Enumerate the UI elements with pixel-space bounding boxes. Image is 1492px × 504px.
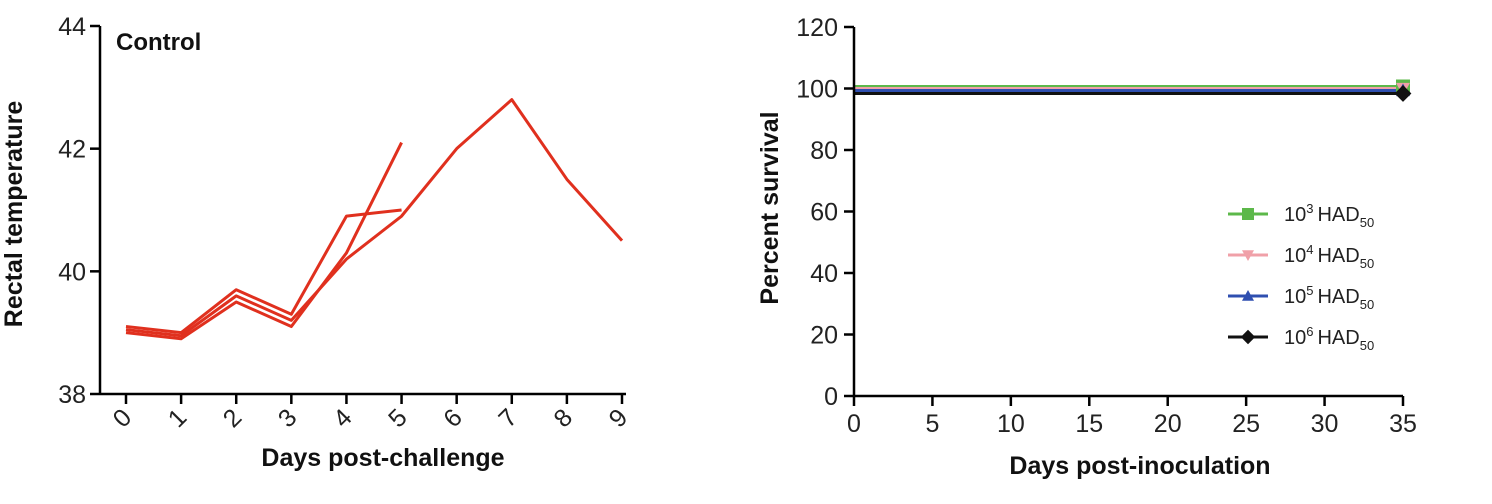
legend-item: 105 HAD50 xyxy=(1228,283,1374,312)
temperature-series-line xyxy=(125,141,403,341)
series-marker xyxy=(1242,250,1254,261)
legend-item: 103 HAD50 xyxy=(1228,201,1374,230)
x-tick-label: 8 xyxy=(548,404,578,434)
x-tick-label: 3 xyxy=(273,404,303,434)
y-tick-label: 38 xyxy=(58,381,86,409)
x-tick-label: 6 xyxy=(438,404,468,434)
series-marker xyxy=(1240,329,1256,345)
legend-item: 106 HAD50 xyxy=(1228,324,1374,353)
x-tick-label: 7 xyxy=(493,404,523,434)
y-tick-label: 44 xyxy=(58,13,86,41)
x-axis-ticks: 0 5 10 15 20 25 30 35 xyxy=(847,396,1417,438)
series-marker xyxy=(1242,208,1254,220)
x-tick-label: 20 xyxy=(1154,410,1182,438)
temperature-series-line xyxy=(125,208,402,335)
x-tick-label: 4 xyxy=(328,403,358,433)
x-tick-label: 25 xyxy=(1232,410,1260,438)
chart-title: Control xyxy=(116,29,201,56)
series-marker xyxy=(1394,85,1412,102)
series-marker xyxy=(1242,290,1254,301)
survival-chart: Percent survival Days post-inoculation 0… xyxy=(756,14,1417,480)
x-tick-label: 30 xyxy=(1311,410,1339,438)
y-tick-label: 100 xyxy=(796,76,838,104)
x-axis-title: Days post-inoculation xyxy=(1009,452,1270,480)
x-tick-label: 5 xyxy=(925,410,939,438)
x-tick-label: 5 xyxy=(383,404,413,434)
series-lines xyxy=(854,79,1412,102)
legend-item: 104 HAD50 xyxy=(1228,242,1374,271)
y-tick-label: 40 xyxy=(58,258,86,286)
x-tick-label: 0 xyxy=(108,404,138,434)
legend: 103 HAD50 104 HAD50 105 HAD50 106 HAD50 xyxy=(1228,201,1374,353)
x-tick-label: 2 xyxy=(218,404,248,434)
legend-label: 105 HAD50 xyxy=(1284,283,1374,312)
temperature-series-line xyxy=(125,98,624,338)
x-tick-label: 35 xyxy=(1389,410,1417,438)
y-tick-label: 40 xyxy=(810,260,838,288)
x-axis-title: Days post-challenge xyxy=(261,444,504,472)
y-axis-title: Percent survival xyxy=(756,111,784,304)
y-tick-label: 20 xyxy=(810,322,838,350)
y-tick-label: 42 xyxy=(58,136,86,164)
x-tick-label: 15 xyxy=(1075,410,1103,438)
legend-label: 104 HAD50 xyxy=(1284,242,1374,271)
y-axis-ticks: 0 20 40 60 80 100 120 xyxy=(796,14,854,411)
x-tick-label: 9 xyxy=(604,404,634,434)
y-axis-title: Rectal temperature xyxy=(0,101,28,328)
temperature-chart: Control Rectal temperature Days post-cha… xyxy=(0,13,633,472)
y-tick-label: 120 xyxy=(796,14,838,42)
legend-label: 103 HAD50 xyxy=(1284,201,1374,230)
y-tick-label: 60 xyxy=(810,199,838,227)
series-lines xyxy=(125,98,624,341)
y-axis-ticks: 38 40 42 44 xyxy=(58,13,100,409)
y-tick-label: 80 xyxy=(810,137,838,165)
x-tick-label: 1 xyxy=(163,404,193,434)
x-tick-label: 10 xyxy=(997,410,1025,438)
y-tick-label: 0 xyxy=(824,383,838,411)
legend-label: 106 HAD50 xyxy=(1284,324,1374,353)
x-tick-label: 0 xyxy=(847,410,861,438)
